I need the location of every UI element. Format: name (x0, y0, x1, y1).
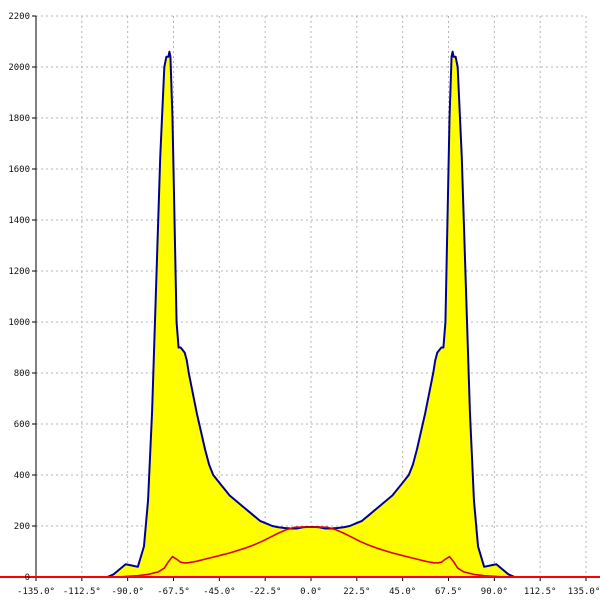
grid-layer (35, 15, 587, 578)
x-tick-label-2: -90.0° (111, 587, 144, 597)
x-tick-label-5: -22.5° (249, 587, 282, 597)
x-tick-label-8: 45.0° (389, 587, 416, 597)
x-tick-label-11: 112.5° (524, 587, 557, 597)
y-tick-label-11: 2200 (8, 12, 30, 22)
y-tick-label-8: 1600 (8, 165, 30, 175)
y-tick-label-6: 1200 (8, 267, 30, 277)
x-tick-label-3: -67.5° (157, 587, 190, 597)
y-tick-label-4: 800 (14, 369, 30, 379)
y-tick-label-10: 2000 (8, 63, 30, 73)
x-tick-label-4: -45.0° (203, 587, 236, 597)
y-tick-label-3: 600 (14, 420, 30, 430)
x-tick-label-6: 0.0° (300, 587, 322, 597)
x-tick-label-10: 90.0° (481, 587, 508, 597)
y-tick-label-7: 1400 (8, 216, 30, 226)
series-layer (106, 50, 516, 578)
x-tick-label-9: 67.5° (435, 587, 462, 597)
label-layer: -135.0° -112.5° -90.0° -67.5° -45.0° -22.5° 0.… (8, 12, 600, 597)
x-tick-label-1: -112.5° (63, 587, 101, 597)
inner-line (107, 526, 515, 578)
y-tick-label-5: 1000 (8, 318, 30, 328)
x-tick-label-0: -135.0° (17, 587, 55, 597)
y-tick-label-2: 400 (14, 471, 30, 481)
area-fill (107, 51, 515, 577)
x-tick-label-7: 22.5° (343, 587, 370, 597)
axis-layer (0, 15, 600, 581)
y-tick-label-0: 0 (25, 573, 30, 583)
y-tick-label-9: 1800 (8, 114, 30, 124)
x-tick-label-12: 135.0° (568, 587, 600, 597)
y-tick-label-1: 200 (14, 522, 30, 532)
